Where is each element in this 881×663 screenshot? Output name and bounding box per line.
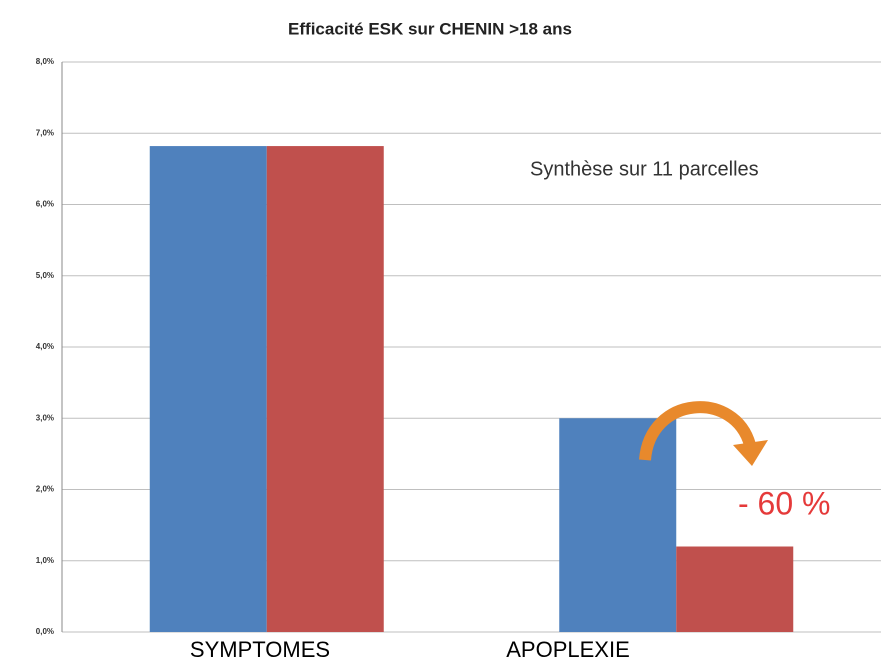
y-tick-label: 6,0% <box>36 200 54 209</box>
x-tick-label: APOPLEXIE <box>506 637 630 662</box>
x-tick-label: SYMPTOMES <box>190 637 330 662</box>
bar <box>266 146 384 632</box>
chart-title: Efficacité ESK sur CHENIN >18 ans <box>288 19 572 38</box>
y-tick-label: 7,0% <box>36 128 54 137</box>
arrow <box>639 401 756 461</box>
annotation: - 60 % <box>738 485 830 521</box>
y-tick-label: 3,0% <box>36 413 54 422</box>
bar <box>149 146 267 632</box>
y-tick-label: 8,0% <box>36 57 54 66</box>
y-tick-label: 4,0% <box>36 342 54 351</box>
y-tick-label: 1,0% <box>36 556 54 565</box>
arrow-head <box>733 440 768 466</box>
bar <box>676 546 794 632</box>
bar <box>559 418 677 632</box>
y-tick-label: 5,0% <box>36 271 54 280</box>
annotation: Synthèse sur 11 parcelles <box>530 158 759 180</box>
y-tick-label: 2,0% <box>36 485 54 494</box>
y-tick-label: 0,0% <box>36 627 54 636</box>
